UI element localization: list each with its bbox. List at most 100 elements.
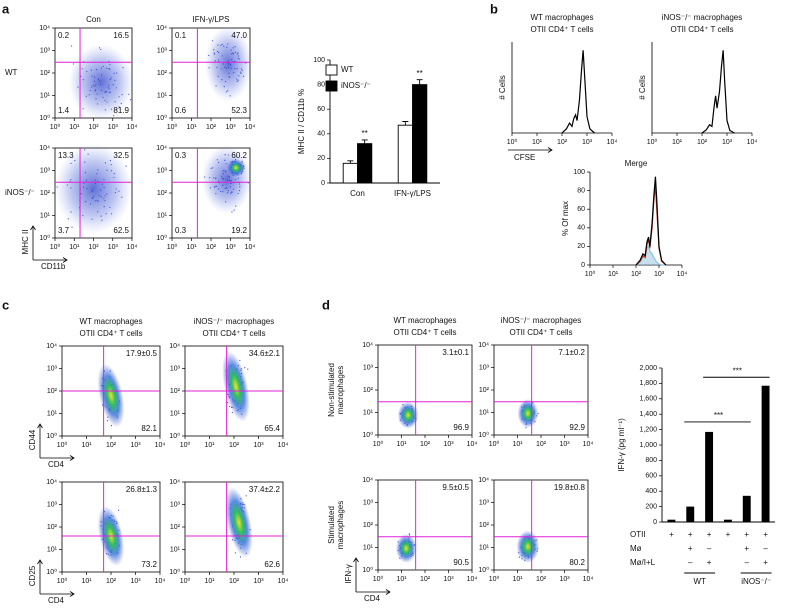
y-tick-label: 10¹ <box>40 92 51 99</box>
table-cell: – <box>688 558 693 567</box>
x-tick-label: 10⁴ <box>245 244 256 251</box>
table-cell: + <box>744 530 749 539</box>
group-label: WT <box>693 577 706 586</box>
y-tick-label: 10³ <box>47 501 58 508</box>
y-tick-label: 10³ <box>40 47 51 54</box>
error-bar <box>402 121 409 126</box>
significance: ** <box>362 129 368 138</box>
y-tick-label: 1,600 <box>639 396 657 403</box>
y-tick-label: 10¹ <box>40 212 51 219</box>
quadrant-value: 52.3 <box>231 106 247 115</box>
event-dot <box>245 495 247 497</box>
y-tick-label: 600 <box>645 473 657 480</box>
x-tick-label: 10⁰ <box>167 243 178 251</box>
x-tick-label: 10¹ <box>396 576 407 583</box>
plot-area <box>377 344 473 436</box>
x-tick-label: 10³ <box>582 139 593 146</box>
quadrant-value: 7.1±0.2 <box>558 348 585 357</box>
table-cell: + <box>669 530 674 539</box>
quadrant-value: 32.5 <box>113 151 129 160</box>
x-tick-label: 10⁴ <box>127 244 138 251</box>
significance: *** <box>733 366 742 375</box>
x-tick-label: 10⁴ <box>467 441 478 448</box>
table-cell: + <box>763 530 768 539</box>
chart-title: Con <box>86 15 101 24</box>
y-tick-label: 1,800 <box>639 380 657 387</box>
y-tick-label: 10³ <box>47 365 58 372</box>
y-tick-label: 10¹ <box>157 212 168 219</box>
event-dot <box>239 359 241 361</box>
y-axis-label: % Of max <box>561 201 570 236</box>
x-tick-label: 10³ <box>225 244 236 251</box>
table-row-label: Mø/I+L <box>630 558 656 567</box>
y-tick-label: 10⁰ <box>362 566 373 574</box>
event-dot <box>110 425 113 427</box>
y-tick-label: 10⁰ <box>39 234 50 242</box>
y-tick-label: 10³ <box>363 499 374 506</box>
y-tick-label: 10³ <box>363 364 374 371</box>
event-dot <box>227 401 229 404</box>
legend-label: WT <box>341 65 354 74</box>
x-tick-label: 10¹ <box>204 442 215 449</box>
histogram-line <box>561 50 595 134</box>
x-tick-label: 10² <box>206 244 217 251</box>
y-tick-label: 10⁴ <box>156 145 167 152</box>
x-tick-label: 10⁴ <box>607 139 618 146</box>
y-tick-label: 10² <box>170 388 181 395</box>
table-cell: – <box>763 544 768 553</box>
y-tick-label: 60 <box>317 106 325 113</box>
y-tick-label: 10¹ <box>47 546 58 553</box>
x-tick-label: 10² <box>557 139 568 146</box>
quadrant-value: 3.1±0.1 <box>442 348 469 357</box>
plot-frame <box>377 479 473 571</box>
x-tick-label: 10⁰ <box>585 270 596 278</box>
x-tick-label: 10¹ <box>396 441 407 448</box>
row-label: macrophages <box>336 366 345 414</box>
x-tick-label: 10² <box>88 124 99 131</box>
y-tick-label: 20 <box>317 155 325 162</box>
panel-label: d <box>322 297 330 312</box>
x-tick-label: 10⁴ <box>245 124 256 131</box>
x-tick-label: 10² <box>536 576 547 583</box>
y-tick-label: 10⁴ <box>39 145 50 152</box>
axis-arrow <box>37 423 75 461</box>
table-cell: + <box>763 558 768 567</box>
legend-swatch <box>325 64 338 76</box>
chart-title: IFN-γ/LPS <box>193 15 230 24</box>
y-tick-label: 80 <box>577 187 585 194</box>
x-tick-label: 10⁰ <box>50 243 61 251</box>
y-tick-label: 40 <box>317 131 325 138</box>
chart-subtitle: OTII CD4⁺ T cells <box>670 25 733 34</box>
x-tick-label: 10⁴ <box>467 576 478 583</box>
cell-density <box>517 399 539 428</box>
chart-title: Merge <box>625 159 648 168</box>
plot-frame <box>377 344 473 436</box>
y-tick-label: 100 <box>313 57 325 64</box>
row-label: iNOS⁻/⁻ <box>5 188 35 197</box>
y-tick-label: 10⁰ <box>169 432 180 440</box>
x-tick-label: 10⁰ <box>373 440 384 448</box>
x-axis-label: CD4 <box>48 460 65 469</box>
cell-density <box>97 363 125 428</box>
group-label: iNOS⁻/⁻ <box>741 577 771 586</box>
quadrant-value: 3.7 <box>58 226 70 235</box>
x-tick-label: 10⁰ <box>507 138 518 146</box>
y-tick-label: 10⁴ <box>46 343 57 350</box>
error-bar <box>347 160 354 164</box>
y-tick-label: 10¹ <box>479 544 490 551</box>
significance: ** <box>417 69 423 78</box>
x-tick-label: 10³ <box>108 244 119 251</box>
y-tick-label: 20 <box>577 243 585 250</box>
y-tick-label: 800 <box>645 457 657 464</box>
x-tick-label: 10⁴ <box>677 271 688 278</box>
quadrant-value: 82.1 <box>141 424 157 433</box>
x-tick-label: 10⁰ <box>489 575 500 583</box>
y-tick-label: 10² <box>170 524 181 531</box>
chart-subtitle: OTII CD4⁺ T cells <box>393 328 456 337</box>
x-tick-label: Con <box>350 189 365 198</box>
y-tick-label: 10³ <box>479 499 490 506</box>
y-tick-label: 10¹ <box>170 410 181 417</box>
x-tick-label: 10² <box>420 576 431 583</box>
y-tick-label: 1,200 <box>639 426 657 433</box>
table-row-label: OTII <box>630 530 646 539</box>
